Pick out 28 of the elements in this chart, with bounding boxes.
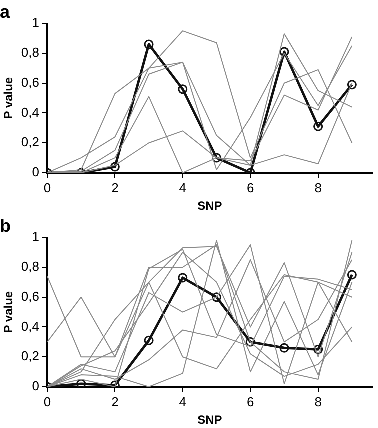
y-tick-label: 0,6 [21, 288, 40, 304]
y-axis-title: P value [2, 77, 16, 120]
y-tick-label: 1 [32, 229, 40, 244]
y-tick-label: 0,2 [21, 348, 40, 364]
x-tick-label: 6 [246, 180, 254, 196]
y-tick-label: 0,2 [21, 134, 40, 150]
chart-title: b [0, 216, 11, 236]
y-tick-label: 0,8 [21, 45, 40, 60]
y-axis-title: P value [2, 291, 16, 334]
chart-title: a [0, 2, 11, 22]
x-axis-title: SNP [198, 199, 222, 214]
x-tick-label: 0 [44, 394, 52, 410]
x-tick-label: 8 [314, 394, 322, 410]
x-tick-label: 8 [314, 180, 322, 196]
x-tick-label: 4 [179, 180, 187, 196]
x-tick-label: 2 [112, 394, 119, 410]
x-tick-label: 0 [44, 180, 52, 196]
x-tick-label: 4 [179, 394, 187, 410]
y-tick-label: 0,6 [21, 74, 40, 90]
y-tick-label: 0,4 [21, 318, 40, 334]
x-axis-title: SNP [198, 413, 222, 428]
y-tick-label: 0,4 [21, 104, 40, 120]
x-tick-label: 2 [112, 180, 119, 196]
y-tick-label: 0 [32, 164, 40, 180]
y-tick-label: 1 [32, 15, 40, 30]
y-tick-label: 0 [32, 378, 40, 394]
x-tick-label: 6 [246, 394, 254, 410]
y-tick-label: 0,8 [21, 259, 40, 274]
